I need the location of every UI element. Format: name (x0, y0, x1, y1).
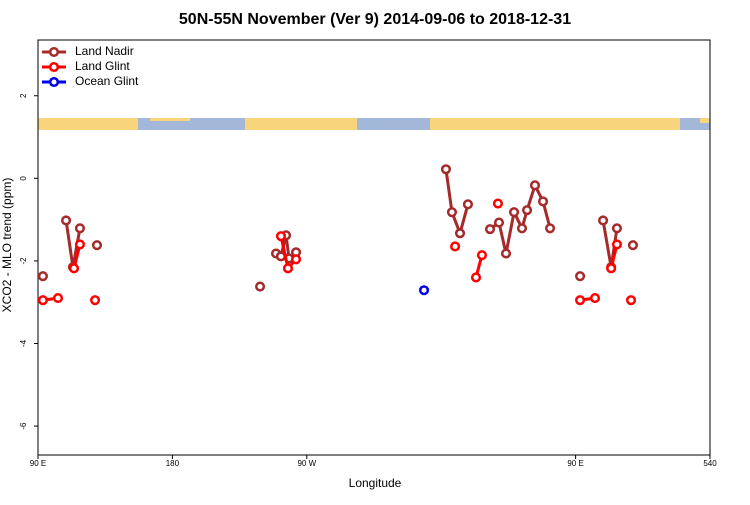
legend-marker (48, 61, 60, 73)
point (450, 241, 461, 252)
point (537, 196, 549, 207)
plot-frame (37, 39, 711, 456)
point (255, 281, 266, 292)
point (493, 217, 505, 228)
legend-label: Ocean Glint (75, 74, 139, 88)
x-tick-label: 90 W (297, 459, 316, 468)
point (598, 215, 609, 226)
point (89, 295, 101, 306)
point (625, 295, 637, 306)
point (509, 207, 520, 218)
point (37, 271, 48, 282)
y-tick-label: -4 (19, 339, 28, 347)
point (589, 293, 601, 304)
x-axis-label: Longitude (349, 476, 402, 490)
y-tick-label: -6 (19, 422, 28, 430)
land-strip (38, 118, 710, 130)
legend-marker (48, 76, 60, 88)
point (529, 180, 541, 191)
y-tick-label: 2 (19, 93, 28, 98)
point (611, 223, 623, 234)
legend-marker (48, 46, 60, 58)
point (454, 228, 466, 239)
point (462, 199, 473, 210)
point (37, 295, 48, 306)
point (470, 272, 482, 283)
point (440, 164, 452, 175)
point (74, 223, 86, 234)
point (522, 205, 533, 216)
x-tick-label: 180 (166, 459, 180, 468)
point (52, 293, 64, 304)
point (282, 263, 294, 274)
legend-label: Land Nadir (75, 44, 134, 58)
point (516, 223, 528, 234)
point (575, 295, 586, 306)
chart-title: 50N-55N November (Ver 9) 2014-09-06 to 2… (179, 11, 571, 28)
point (68, 263, 80, 274)
point (545, 223, 556, 234)
point (606, 263, 617, 274)
y-tick-label: -2 (19, 257, 28, 265)
point (500, 248, 512, 259)
point (61, 215, 72, 226)
point (74, 239, 86, 250)
point (476, 250, 488, 261)
point (492, 198, 503, 209)
legend-label: Land Glint (75, 59, 130, 73)
point (91, 240, 103, 251)
point (446, 207, 458, 218)
point (418, 285, 430, 296)
point (484, 224, 496, 235)
point (275, 231, 287, 242)
point (290, 254, 302, 265)
y-axis-label: XCO2 - MLO trend (ppm) (0, 178, 14, 313)
x-tick-label: 90 E (30, 459, 46, 468)
x-tick-label: 540 (703, 459, 717, 468)
point (575, 271, 586, 282)
y-tick-label: 0 (19, 176, 28, 181)
point (627, 240, 638, 251)
x-tick-label: 90 E (567, 459, 583, 468)
point (611, 239, 623, 250)
